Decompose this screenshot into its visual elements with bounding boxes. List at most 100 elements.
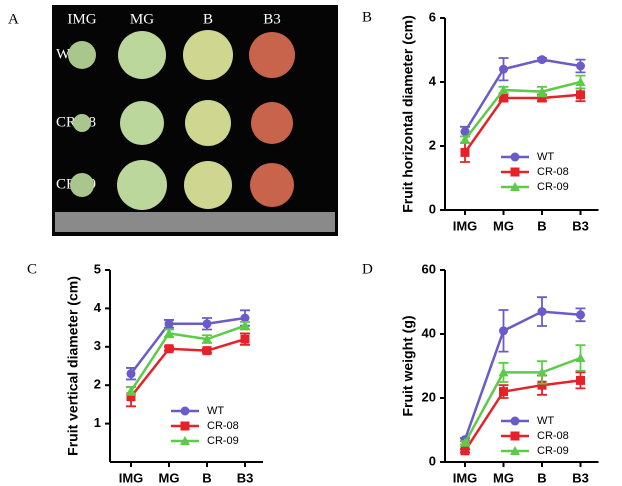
marker xyxy=(126,392,136,402)
series-line xyxy=(463,310,581,441)
y-tick-label: 6 xyxy=(429,9,436,24)
x-tick-label: B xyxy=(537,218,546,233)
y-tick-label: 1 xyxy=(94,415,101,430)
series-line xyxy=(129,324,246,392)
y-tick-label: 4 xyxy=(94,300,102,315)
marker xyxy=(164,344,174,354)
marker xyxy=(537,380,547,390)
marker xyxy=(499,326,508,336)
legend-marker xyxy=(510,416,520,426)
legend-marker xyxy=(180,421,190,431)
x-tick-label: MG xyxy=(493,470,514,485)
column-label: B3 xyxy=(263,11,281,27)
marker xyxy=(576,90,585,100)
chart: B 0 2 4 6 IMG MG B B3 Fruit horizontal diameter (… xyxy=(362,9,599,233)
x-tick-label: B xyxy=(537,470,546,485)
panel-label: A xyxy=(8,11,19,27)
marker xyxy=(460,446,470,456)
legend-label: CR-09 xyxy=(537,445,569,457)
y-tick-label: 0 xyxy=(429,453,436,468)
column-label: B xyxy=(203,11,213,27)
legend-marker xyxy=(510,167,520,177)
y-tick-label: 5 xyxy=(94,261,101,276)
tomato xyxy=(73,114,91,132)
x-tick-label: MG xyxy=(159,470,180,485)
tomato xyxy=(185,100,231,146)
marker xyxy=(575,77,586,86)
x-tick-label: IMG xyxy=(453,218,478,233)
y-tick-label: 40 xyxy=(422,325,436,340)
marker xyxy=(575,353,586,362)
marker xyxy=(460,134,470,144)
y-tick-label: 0 xyxy=(429,201,436,216)
marker xyxy=(537,93,547,103)
marker xyxy=(202,346,212,356)
marker xyxy=(498,85,509,94)
x-tick-label: IMG xyxy=(119,470,144,485)
legend-label: CR-09 xyxy=(537,181,569,193)
marker xyxy=(537,307,547,317)
marker xyxy=(240,320,250,330)
marker xyxy=(498,367,509,377)
tomato xyxy=(120,101,164,145)
marker xyxy=(126,385,136,395)
marker xyxy=(576,310,585,320)
marker xyxy=(240,313,250,323)
marker xyxy=(460,437,470,447)
x-tick-label: B xyxy=(202,470,211,485)
legend-label: WT xyxy=(537,151,554,163)
marker xyxy=(576,61,585,71)
tomato xyxy=(249,32,295,78)
column-label: MG xyxy=(130,11,154,27)
marker xyxy=(537,367,547,377)
chart: D 0 20 40 60 IMG MG B B3 Fruit weight (g) WT CR-08 C… xyxy=(362,261,599,485)
y-tick-label: 2 xyxy=(94,377,101,392)
legend-marker xyxy=(510,431,520,441)
tomato xyxy=(70,173,94,197)
marker xyxy=(164,319,174,329)
y-tick-label: 60 xyxy=(422,261,436,276)
legend-label: CR-08 xyxy=(537,430,569,442)
tomato xyxy=(117,160,167,210)
tomato xyxy=(184,161,232,209)
legend-label: CR-09 xyxy=(207,435,239,447)
marker xyxy=(202,334,212,344)
marker xyxy=(537,55,547,65)
x-tick-label: B3 xyxy=(237,470,254,485)
y-tick-label: 2 xyxy=(429,137,436,152)
marker xyxy=(499,387,508,397)
marker xyxy=(164,328,174,338)
ruler xyxy=(55,212,335,232)
series-line xyxy=(463,379,581,452)
tomato xyxy=(183,30,233,80)
marker xyxy=(576,375,585,385)
legend-label: CR-08 xyxy=(537,166,569,178)
marker xyxy=(499,64,508,74)
series-line xyxy=(463,58,581,133)
x-tick-label: MG xyxy=(493,218,514,233)
panel-label: D xyxy=(362,261,373,277)
series-line xyxy=(130,316,246,375)
y-tick-label: 4 xyxy=(429,73,437,88)
series-line xyxy=(463,93,581,154)
marker xyxy=(126,369,136,379)
series-line xyxy=(464,80,581,141)
panel-label: C xyxy=(27,261,37,277)
marker xyxy=(537,86,547,96)
tomato xyxy=(118,31,166,79)
legend-marker xyxy=(180,406,190,416)
panel-label: B xyxy=(362,9,372,25)
x-tick-label: B3 xyxy=(572,470,589,485)
x-tick-label: B3 xyxy=(572,218,589,233)
y-axis-label: Fruit vertical diameter (cm) xyxy=(65,276,81,456)
legend-label: CR-08 xyxy=(207,420,239,432)
series-line xyxy=(130,337,246,398)
marker xyxy=(240,334,250,344)
tomato xyxy=(68,41,96,69)
marker xyxy=(460,127,470,137)
legend-marker xyxy=(510,152,520,162)
legend-marker xyxy=(510,182,520,191)
legend-marker xyxy=(510,446,520,455)
